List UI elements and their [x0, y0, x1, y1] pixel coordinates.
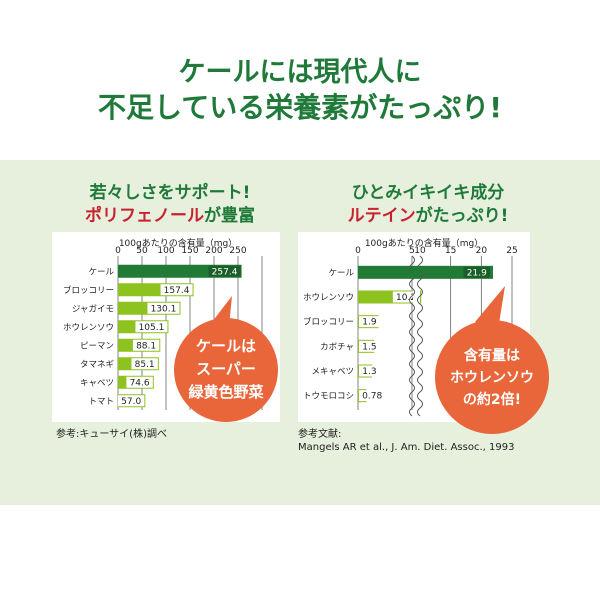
value-label-box: [160, 284, 193, 296]
value-label-box: [359, 316, 380, 328]
value-label-box: [208, 265, 241, 277]
category-label: ケール: [88, 267, 114, 277]
bar-break-segment: [412, 265, 421, 279]
x-tick-label: 150: [181, 246, 198, 256]
right-reference-label: 参考文献:: [298, 429, 342, 440]
value-label: 10.2: [396, 293, 416, 303]
category-label: ホウレンソウ: [63, 323, 114, 333]
category-label: ホウレンソウ: [303, 293, 354, 303]
x-tick-label: 50: [136, 246, 148, 256]
category-label: カボチャ: [320, 342, 354, 352]
left-title-highlight: ポリフェノール: [85, 206, 204, 226]
lutein-bar-chart: 100gあたりの含有量（mg） 0 5 10 15 20 25 ケール 21.9 ホウレンソウ 10…: [303, 237, 518, 417]
x-tick-label: 0: [115, 246, 121, 256]
right-reference-citation: Mangels AR et al., J. Am. Diet. Assoc., …: [298, 442, 515, 453]
category-label: ブロッコリー: [63, 285, 114, 296]
headline-line2: 不足している栄養素がたっぷり!: [98, 91, 502, 124]
x-tick-label: 0: [355, 246, 361, 256]
value-label: 1.5: [362, 342, 376, 352]
polyphenol-bar-chart: 100gあたりの含有量（mg）0 50 100 150 200 250 ケール 257.4 ブロ…: [63, 237, 263, 410]
category-label: ブロッコリー: [303, 317, 354, 328]
left-title-line2: ポリフェノールが豊富: [40, 201, 300, 226]
value-label: 74.6: [130, 378, 150, 388]
value-label: 1.9: [362, 318, 377, 328]
value-label-box: [131, 358, 158, 370]
value-label-box: [132, 339, 160, 351]
left-title-suffix: が豊富: [204, 206, 255, 226]
value-label: 157.4: [164, 286, 190, 296]
category-label: トウモロコシ: [303, 392, 354, 402]
left-reference: 参考:キューサイ(株)調べ: [56, 429, 167, 440]
axis-break-gap: [413, 256, 420, 410]
right-unit-label: 100gあたりの含有量（mg）: [365, 237, 483, 249]
value-label: 21.9: [467, 268, 487, 278]
x-tick-label: 5: [409, 246, 415, 256]
right-title-line1: ひとみイキイキ成分: [351, 183, 505, 203]
right-title-highlight: ルテイン: [347, 206, 416, 226]
x-tick-label: 200: [205, 246, 222, 256]
value-label-box: [126, 376, 153, 388]
value-label: 130.1: [151, 304, 177, 314]
value-label-box: [135, 321, 168, 333]
value-label-box: [392, 291, 420, 303]
axis-break-line: [417, 255, 423, 417]
value-label-box: [359, 365, 380, 377]
left-unit-label: 100gあたりの含有量（mg）: [119, 237, 237, 249]
bar: [358, 265, 493, 279]
value-label: 105.1: [139, 323, 165, 333]
value-label: 1.3: [362, 367, 376, 377]
value-label: 257.4: [212, 267, 238, 277]
category-label: メキャベツ: [311, 367, 354, 377]
value-label-box: [359, 340, 380, 352]
category-label: ジャガイモ: [72, 303, 114, 314]
right-chart-card: 100gあたりの含有量（mg） 0 5 10 15 20 25 ケール 21.9 ホウレンソウ 10…: [298, 232, 530, 422]
value-label: 0.78: [362, 392, 382, 402]
x-tick-label: 15: [445, 246, 456, 256]
right-title-line2: ルテインがたっぷり!: [298, 201, 558, 226]
category-label: ピーマン: [80, 341, 114, 351]
category-label: タマネギ: [80, 360, 115, 370]
value-label-box: [359, 390, 386, 402]
x-tick-label: 25: [506, 246, 517, 256]
x-tick-label: 250: [229, 246, 246, 256]
right-reference: 参考文献: Mangels AR et al., J. Am. Diet. As…: [298, 428, 514, 454]
value-label-box: [463, 266, 490, 278]
left-chart-card: 100gあたりの含有量（mg） 0 50 100 150 200 250 ケール 257.4 ブロ…: [52, 232, 280, 422]
value-label: 85.1: [135, 360, 155, 370]
value-label: 88.1: [136, 341, 156, 351]
x-tick-label: 20: [476, 246, 488, 256]
category-label: キャベツ: [80, 378, 114, 388]
category-label: トマト: [88, 397, 114, 407]
value-label: 57.0: [121, 397, 141, 407]
value-label-box: [147, 302, 180, 314]
left-title-line1: 若々しさをサポート!: [89, 183, 251, 203]
category-label: ケール: [328, 268, 354, 278]
headline-line1: ケールには現代人に: [178, 57, 422, 88]
x-tick-label: 100: [157, 246, 174, 256]
value-label-box: [117, 395, 145, 407]
axis-break-line: [409, 255, 415, 417]
x-tick-label: 10: [414, 246, 426, 256]
right-title-suffix: がたっぷり!: [415, 206, 509, 226]
